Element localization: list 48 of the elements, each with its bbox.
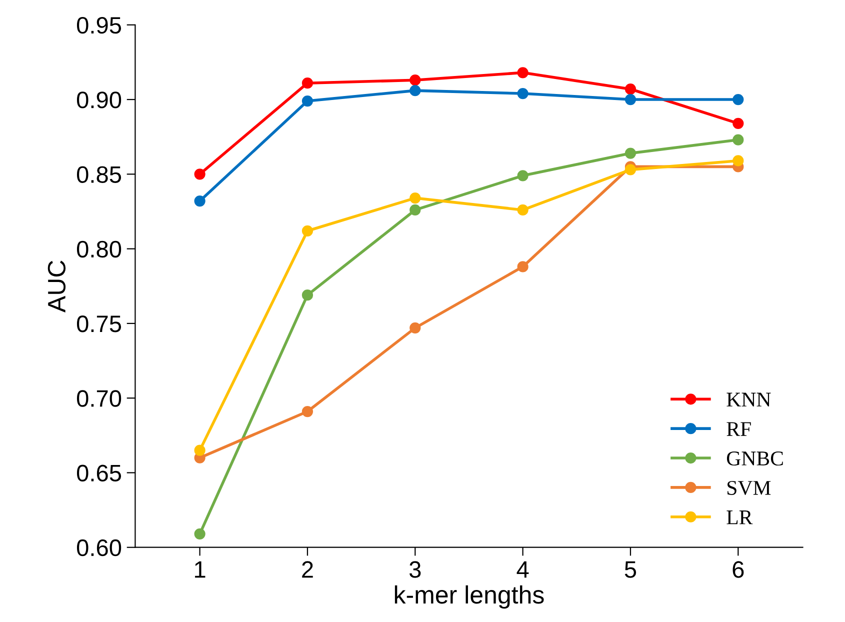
point bbox=[302, 406, 314, 418]
point bbox=[732, 118, 744, 129]
x-tick-label: 3 bbox=[409, 561, 421, 578]
y-tick-label: 0.80 bbox=[76, 240, 122, 258]
point bbox=[517, 204, 528, 216]
x-tick-label: 2 bbox=[302, 561, 313, 578]
point bbox=[302, 95, 314, 107]
point bbox=[624, 84, 636, 95]
point bbox=[410, 74, 421, 86]
point bbox=[302, 225, 314, 236]
point bbox=[410, 192, 421, 204]
point bbox=[517, 170, 528, 182]
x-tick-label: 1 bbox=[195, 561, 206, 578]
point bbox=[410, 85, 421, 96]
point bbox=[194, 444, 206, 456]
legend-label: RF bbox=[726, 422, 751, 436]
point bbox=[517, 67, 528, 78]
x-tick-label: 6 bbox=[732, 561, 744, 578]
point bbox=[302, 78, 314, 89]
x-tick-label: 5 bbox=[624, 561, 636, 578]
point bbox=[624, 148, 636, 159]
legend-label: KNN bbox=[726, 392, 771, 406]
y-tick-label: 0.60 bbox=[76, 539, 122, 556]
point bbox=[517, 261, 528, 272]
y-tick-label: 0.65 bbox=[76, 464, 122, 482]
point bbox=[194, 195, 206, 207]
legend-label: GNBC bbox=[726, 452, 783, 466]
point bbox=[517, 88, 528, 100]
point bbox=[410, 204, 421, 216]
point bbox=[194, 168, 206, 180]
point bbox=[732, 134, 744, 146]
point bbox=[732, 155, 744, 166]
y-tick-label: 0.95 bbox=[76, 16, 122, 34]
y-tick-label: 0.90 bbox=[76, 92, 122, 108]
x-axis-title: k-mer lengths bbox=[394, 585, 544, 609]
point bbox=[624, 164, 636, 176]
y-tick-label: 0.75 bbox=[76, 316, 122, 332]
point bbox=[302, 290, 314, 301]
y-axis-title: AUC bbox=[48, 260, 66, 312]
point bbox=[732, 94, 744, 106]
point bbox=[624, 94, 636, 106]
x-tick-label: 4 bbox=[516, 561, 529, 578]
y-tick-label: 0.70 bbox=[76, 390, 122, 407]
point bbox=[410, 322, 421, 334]
point bbox=[194, 528, 206, 540]
legend-label: LR bbox=[726, 510, 753, 524]
y-tick-label: 0.85 bbox=[76, 166, 122, 183]
legend-label: SVM bbox=[728, 480, 771, 496]
